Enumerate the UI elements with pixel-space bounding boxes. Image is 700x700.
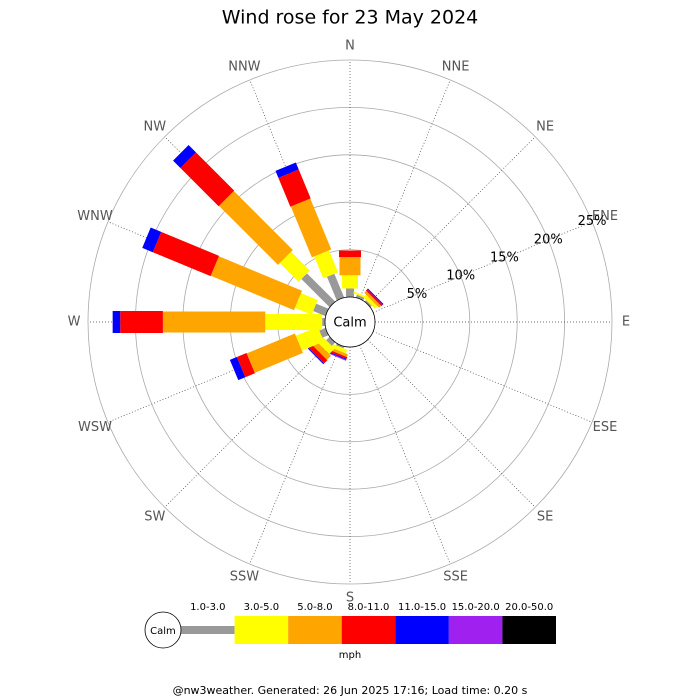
bar-segment: [279, 251, 310, 282]
grid-ring: [87, 59, 613, 585]
bar-segment: [330, 343, 348, 354]
bar-segment: [342, 275, 358, 289]
legend-calm-circle: [144, 611, 182, 649]
legend-label: 11.0-15.0: [398, 602, 446, 613]
bar-segment: [364, 290, 382, 308]
bar-segment: [218, 190, 293, 265]
legend-unit: mph: [339, 650, 361, 661]
bar-segment: [322, 318, 325, 326]
footer: @nw3weather. Generated: 26 Jun 2025 17:1…: [173, 684, 528, 697]
spoke: [249, 344, 341, 565]
r-tick-label: 10%: [446, 269, 475, 284]
bar-segment: [308, 344, 328, 364]
bar-segment: [295, 326, 324, 351]
bar-segment: [364, 300, 372, 308]
bar-segment: [313, 303, 329, 317]
legend-swatch: [502, 616, 556, 644]
direction-label: ESE: [593, 420, 618, 435]
direction-label: WSW: [78, 420, 112, 435]
direction-label: ENE: [592, 209, 618, 224]
legend-label: 15.0-20.0: [452, 602, 500, 613]
direction-label: S: [346, 591, 354, 606]
r-tick-label: 5%: [407, 287, 428, 302]
legend-swatch: [181, 626, 235, 634]
bar-segment: [162, 311, 266, 333]
chart-title: Wind rose for 23 May 2024: [222, 7, 479, 29]
bar-segment: [326, 273, 345, 301]
spoke: [359, 79, 451, 300]
r-tick-label: 15%: [490, 251, 519, 266]
bar-segment: [294, 293, 318, 315]
bar-segment: [278, 169, 311, 207]
calm-label: Calm: [333, 316, 366, 331]
legend-label: 8.0-11.0: [348, 602, 390, 613]
bar-segment: [367, 288, 384, 305]
bar-segment: [142, 227, 162, 253]
direction-label: E: [622, 315, 630, 330]
bar-segment: [336, 343, 345, 349]
direction-label: WNW: [77, 209, 113, 224]
direction-label: SE: [537, 510, 553, 525]
legend-calm-label: Calm: [150, 626, 176, 637]
spoke: [367, 136, 536, 305]
bar-segment: [307, 347, 325, 365]
bar-segment: [290, 198, 332, 258]
legend-label: 20.0-50.0: [505, 602, 553, 613]
bar-segment: [120, 311, 163, 333]
bar-segment: [326, 336, 336, 346]
r-tick-label: 20%: [534, 232, 563, 247]
spoke: [367, 339, 536, 508]
direction-label: NE: [536, 119, 554, 134]
bar-segment: [312, 340, 332, 360]
bar-segment: [325, 350, 347, 360]
bar-segment: [229, 356, 246, 381]
bar-segment: [365, 289, 383, 307]
bar-segment: [210, 256, 303, 311]
legend-swatch: [395, 616, 449, 644]
bar-segment: [246, 333, 303, 373]
bar-segment: [346, 288, 354, 297]
direction-label: NNW: [228, 60, 260, 75]
spoke: [359, 344, 451, 565]
bar-segment: [314, 250, 339, 279]
bar-segment: [236, 352, 255, 378]
legend-swatch: [288, 616, 342, 644]
legend-swatch: [234, 616, 289, 644]
bar-segment: [180, 152, 235, 207]
direction-label: N: [345, 39, 355, 54]
spoke: [372, 221, 593, 313]
bar-segment: [355, 294, 365, 301]
direction-label: SSE: [443, 569, 468, 584]
bar-segment: [325, 351, 347, 361]
spoke: [372, 331, 593, 423]
legend-swatch: [448, 616, 503, 644]
bar-segment: [301, 273, 336, 308]
direction-label: SSW: [230, 569, 260, 584]
direction-label: NNE: [442, 60, 470, 75]
bar-segment: [363, 294, 378, 309]
bar-segment: [339, 250, 361, 258]
bar-segment: [112, 311, 121, 333]
bar-segment: [275, 162, 299, 178]
bar-segment: [152, 231, 220, 277]
bar-segment: [339, 257, 361, 276]
bar-segment: [265, 314, 323, 330]
legend-label: 1.0-3.0: [190, 602, 225, 613]
direction-label: NW: [144, 119, 167, 134]
bar-segment: [173, 145, 196, 168]
legend-label: 5.0-8.0: [297, 602, 332, 613]
calm-circle: [324, 296, 376, 348]
direction-label: SW: [144, 510, 165, 525]
r-tick-label: 25%: [578, 214, 607, 229]
legend-label: 3.0-5.0: [244, 602, 279, 613]
legend-swatch: [341, 616, 396, 644]
direction-label: W: [68, 315, 81, 330]
spoke: [164, 339, 333, 508]
